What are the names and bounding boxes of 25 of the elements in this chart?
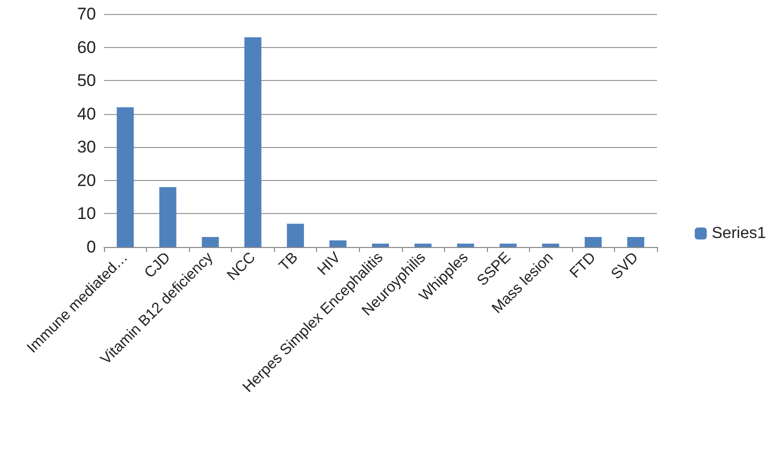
bar: [286, 224, 304, 247]
y-tick-label: 60: [77, 38, 96, 57]
bar: [584, 237, 602, 247]
y-tick-label: 20: [77, 170, 96, 190]
bar: [372, 244, 390, 247]
bar: [414, 244, 432, 247]
bar: [116, 107, 134, 247]
y-tick-label: 70: [77, 4, 96, 24]
legend-label: Series1: [712, 225, 766, 242]
y-tick-label: 30: [77, 138, 96, 157]
x-tick-label: FTD: [566, 248, 600, 282]
bar: [542, 244, 560, 247]
y-tick-label: 0: [86, 238, 96, 256]
bar: [202, 237, 219, 247]
y-tick-label: 10: [77, 204, 96, 224]
x-tick-label: SVD: [608, 248, 642, 283]
x-tick-label: TB: [276, 248, 302, 275]
bar: [329, 240, 346, 247]
bar: [627, 237, 644, 247]
bar: [244, 37, 262, 247]
bar: [500, 244, 517, 247]
y-tick-label: 50: [77, 71, 96, 90]
y-tick-label: 40: [77, 104, 96, 124]
bar: [457, 244, 474, 247]
bar: [159, 187, 176, 247]
